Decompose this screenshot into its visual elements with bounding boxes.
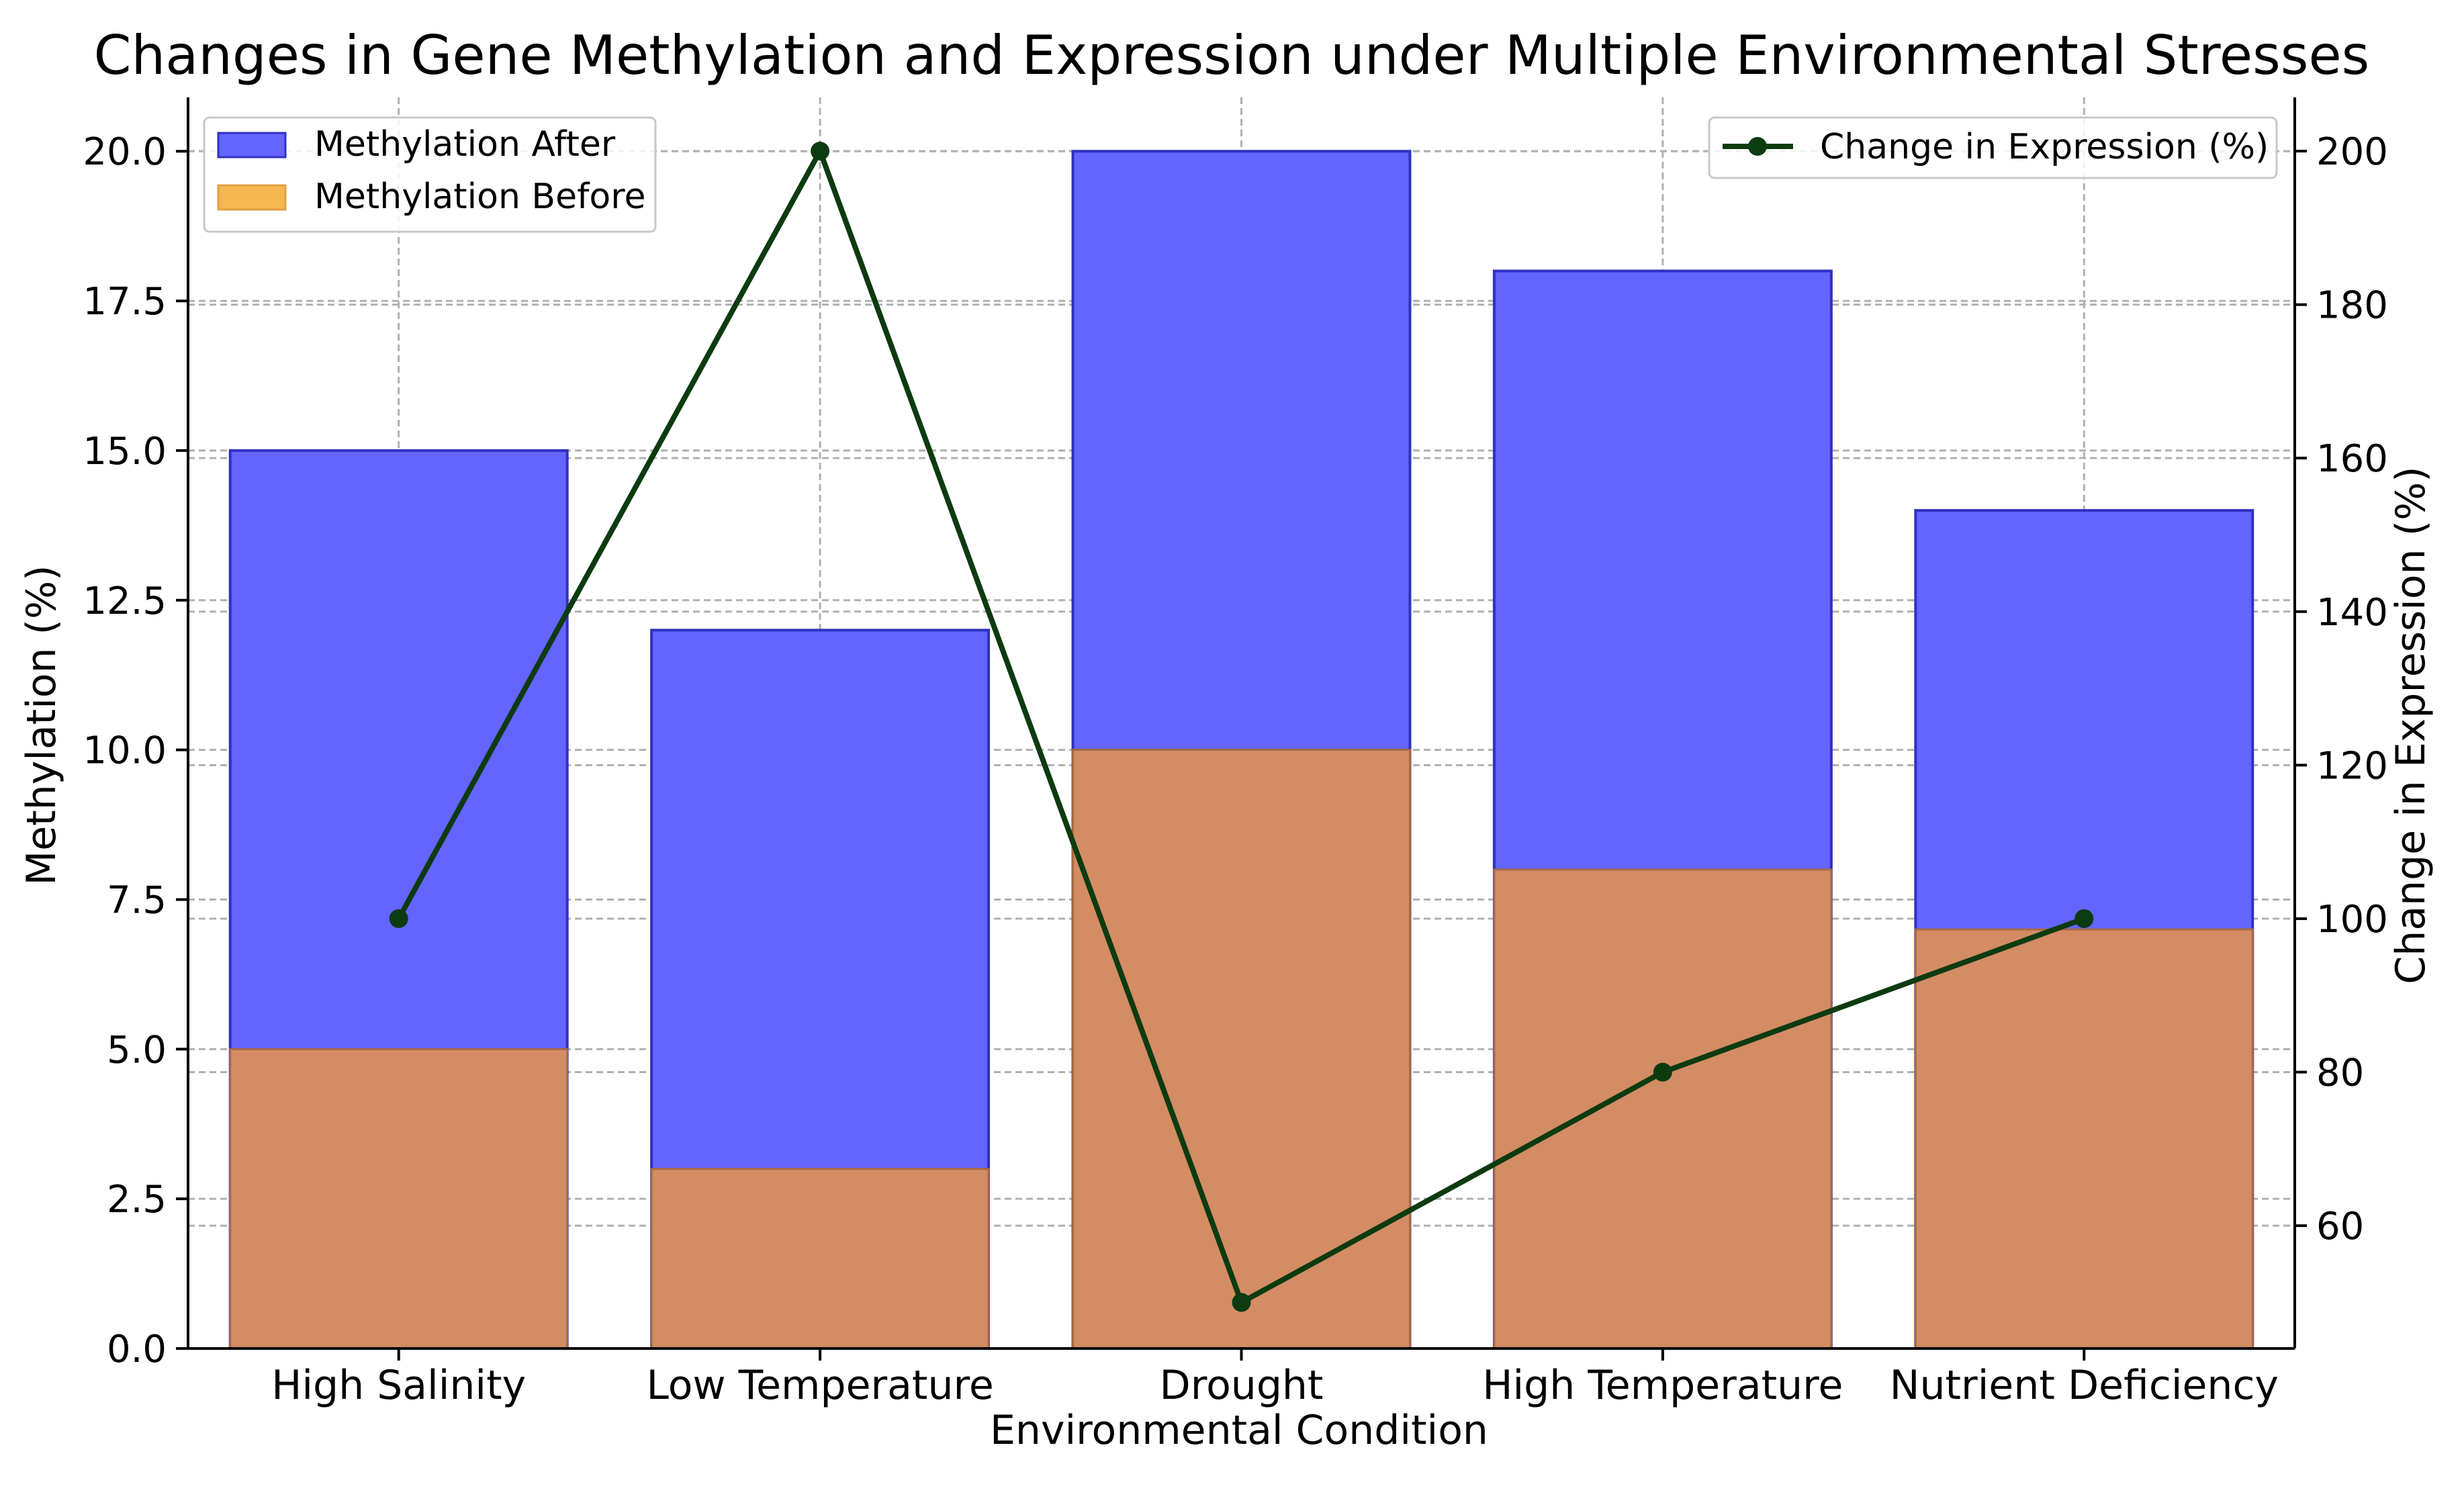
legend-label-expression: Change in Expression (%)	[1820, 127, 2269, 167]
axes-layer: 0.0 2.5 5.0 7.5 10.0 12.5 15.0 17.5 20.0 60 80 100 1…	[83, 97, 2388, 1409]
x-tick-label: Low Temperature	[646, 1362, 993, 1409]
x-axis-label: Environmental Condition	[990, 1407, 1488, 1454]
bars-layer	[228, 150, 2254, 1350]
y-tick-label: 2.5	[107, 1178, 167, 1222]
legend-box-methylation	[203, 116, 657, 233]
y-tick-label: 5.0	[107, 1028, 167, 1072]
legend-layer: Methylation After Methylation Before Chang…	[203, 116, 2278, 233]
y2-tick-label: 140	[2316, 591, 2388, 635]
y-tick-label: 17.5	[83, 280, 167, 324]
expression-point	[2074, 909, 2094, 928]
x-tick-label: Nutrient Deficiency	[1890, 1362, 2279, 1409]
y2-tick-label: 80	[2316, 1052, 2364, 1095]
y-tick-label: 15.0	[83, 430, 167, 473]
x-tick-label: High Temperature	[1482, 1362, 1843, 1409]
expression-point	[1232, 1293, 1251, 1312]
y-axis-label: Methylation (%)	[18, 565, 65, 885]
legend-box-expression	[1708, 116, 2278, 179]
bar-methylation-before	[1072, 749, 1411, 1350]
chart-title: Changes in Gene Methylation and Expressi…	[94, 24, 2370, 87]
y2-axis-label: Change in Expression (%)	[2387, 466, 2434, 984]
y-tick-label: 7.5	[107, 878, 167, 922]
expression-point	[811, 142, 830, 161]
line-layer	[389, 142, 2094, 1312]
bar-methylation-before	[650, 1168, 990, 1350]
expression-point	[389, 909, 408, 928]
expression-point	[1653, 1062, 1672, 1082]
legend-swatch-methylation-before	[217, 184, 287, 211]
y2-tick-label: 180	[2316, 284, 2388, 328]
y-tick-label: 12.5	[83, 580, 167, 623]
x-tick-label: Drought	[1160, 1362, 1324, 1409]
legend-marker-expression	[1748, 137, 1767, 156]
y-tick-label: 0.0	[107, 1328, 167, 1371]
y2-tick-label: 120	[2316, 744, 2388, 788]
legend-label-methylation-before: Methylation Before	[314, 177, 645, 217]
y2-tick-label: 60	[2316, 1205, 2364, 1248]
y-tick-label: 10.0	[83, 729, 167, 773]
y2-tick-label: 100	[2316, 898, 2388, 942]
legend-label-methylation-after: Methylation After	[314, 124, 616, 165]
bar-methylation-before	[1914, 928, 2254, 1350]
legend-swatch-methylation-after	[217, 132, 287, 158]
y2-tick-label: 200	[2316, 130, 2388, 174]
bar-methylation-before	[1493, 868, 1833, 1350]
x-tick-label: High Salinity	[271, 1362, 526, 1409]
y-tick-label: 20.0	[83, 130, 167, 174]
y2-tick-label: 160	[2316, 437, 2388, 481]
bar-methylation-before	[229, 1048, 569, 1350]
